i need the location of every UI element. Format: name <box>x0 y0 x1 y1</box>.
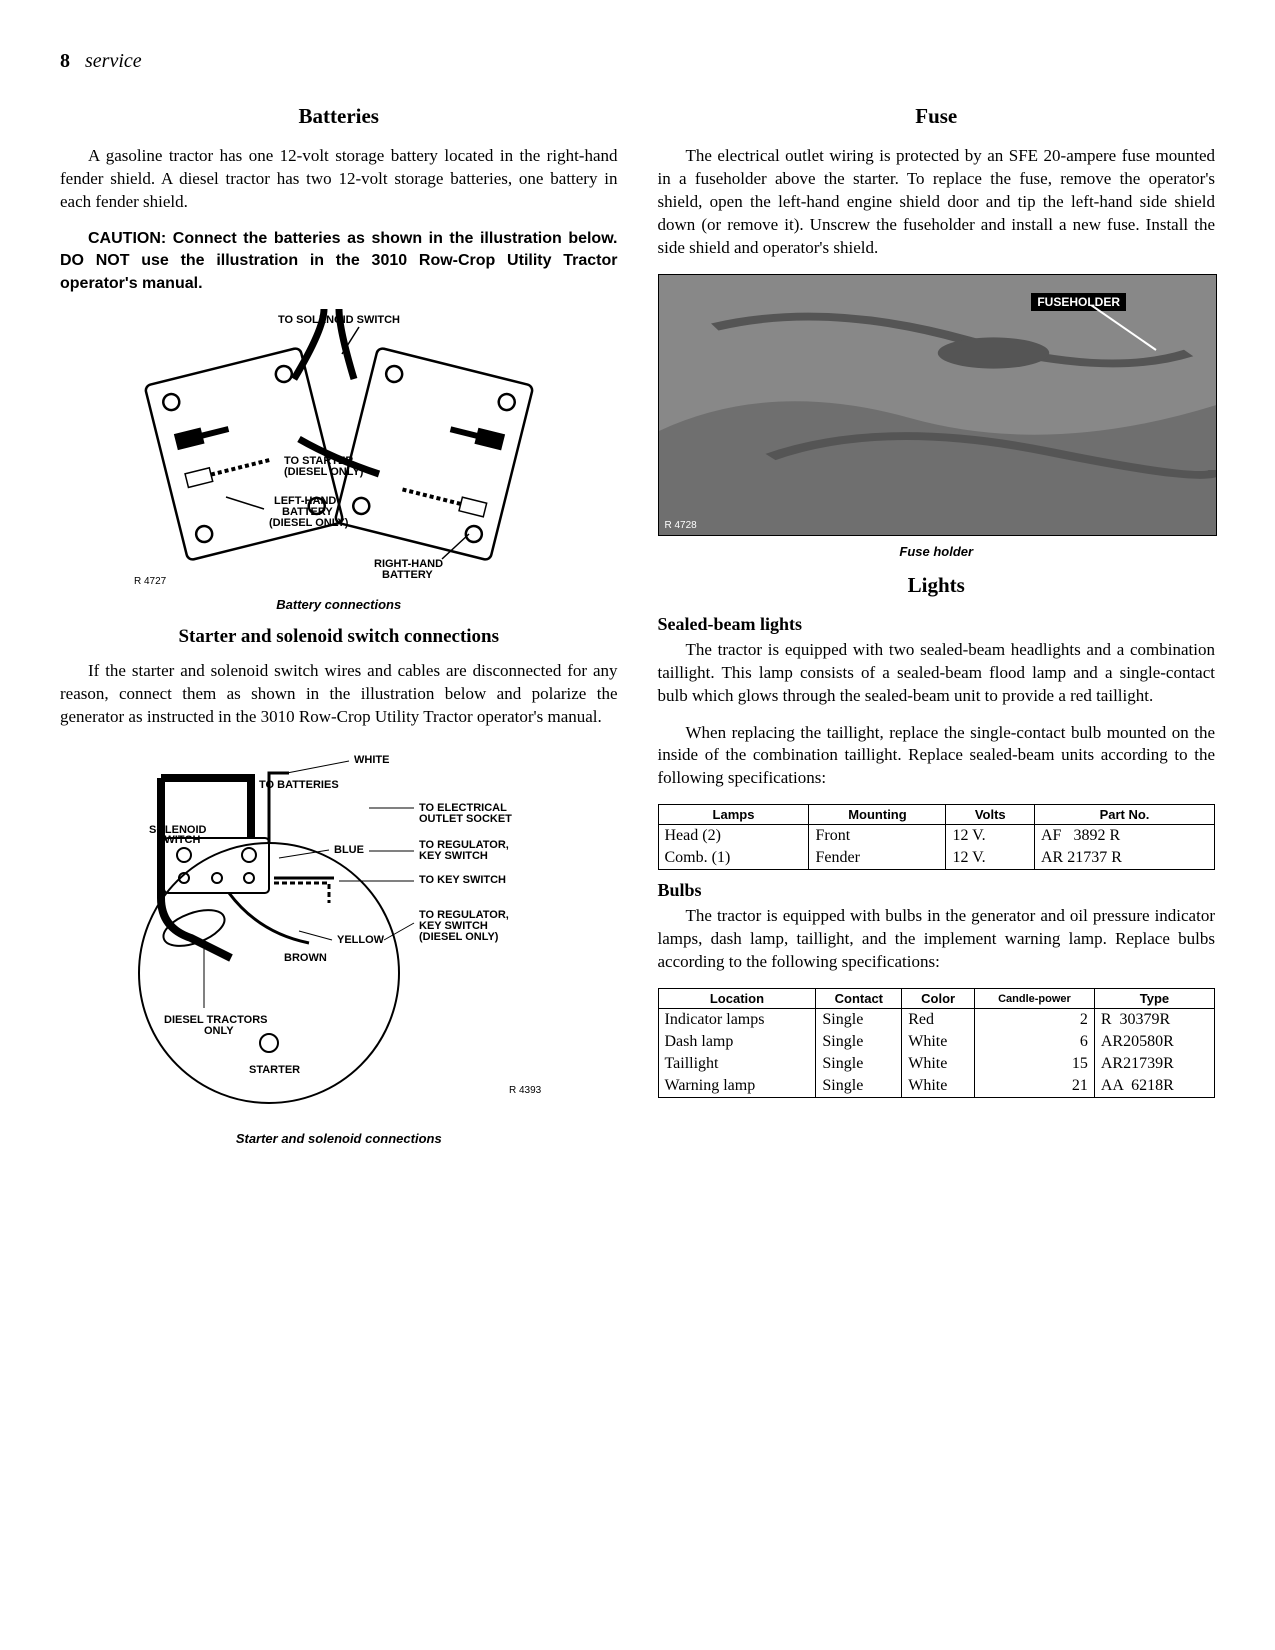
battery-diagram: TO SOLENOID SWITCH TO STARTER(DIESEL ONL… <box>124 309 554 589</box>
caption-starter: Starter and solenoid connections <box>60 1131 618 1146</box>
heading-batteries: Batteries <box>60 104 618 129</box>
ref-4727: R 4727 <box>134 576 167 587</box>
heading-fuse: Fuse <box>658 104 1216 129</box>
td: Single <box>816 1053 902 1075</box>
td: White <box>902 1053 975 1075</box>
lbl-outlet: TO ELECTRICALOUTLET SOCKET <box>419 802 512 825</box>
lbl-yellow: YELLOW <box>337 934 385 946</box>
th: Candle-power <box>975 989 1095 1009</box>
td: 21 <box>975 1075 1095 1098</box>
lbl-starter2: STARTER <box>249 1064 300 1076</box>
ref-4393: R 4393 <box>509 1085 542 1096</box>
th: Volts <box>946 805 1035 825</box>
th: Part No. <box>1035 805 1215 825</box>
lbl-regkey: TO REGULATOR,KEY SWITCH <box>419 839 509 862</box>
caution-text: CAUTION: Connect the batteries as shown … <box>60 228 618 295</box>
right-column: Fuse The electrical outlet wiring is pro… <box>658 98 1216 1160</box>
td: Single <box>816 1031 902 1053</box>
td: 12 V. <box>946 847 1035 870</box>
td: Comb. (1) <box>658 847 809 870</box>
td: Dash lamp <box>658 1031 816 1053</box>
lbl-regkey-d: TO REGULATOR,KEY SWITCH(DIESEL ONLY) <box>419 909 509 943</box>
lbl-brown: BROWN <box>284 952 327 964</box>
td: Indicator lamps <box>658 1009 816 1032</box>
td: 15 <box>975 1053 1095 1075</box>
lbl-keysw: TO KEY SWITCH <box>419 874 506 886</box>
heading-sealed: Sealed-beam lights <box>658 614 1216 635</box>
td: Head (2) <box>658 825 809 848</box>
td: 2 <box>975 1009 1095 1032</box>
td: AA 6218R <box>1094 1075 1214 1098</box>
td: 12 V. <box>946 825 1035 848</box>
bulbs-table: Location Contact Color Candle-power Type… <box>658 988 1216 1098</box>
fuseholder-photo: FUSEHOLDER R 4728 <box>658 274 1218 536</box>
batteries-para: A gasoline tractor has one 12-volt stora… <box>60 145 618 214</box>
lbl-to-batt: TO BATTERIES <box>259 779 339 791</box>
td: AR20580R <box>1094 1031 1214 1053</box>
heading-bulbs: Bulbs <box>658 880 1216 901</box>
fuse-para: The electrical outlet wiring is protecte… <box>658 145 1216 260</box>
lbl-solenoid: TO SOLENOID SWITCH <box>278 314 400 326</box>
photo-ref: R 4728 <box>665 520 697 531</box>
lbl-white: WHITE <box>354 754 389 766</box>
starter-diagram: TO BATTERIES WHITE BLUE SOLENOIDSWITCH Y… <box>109 743 569 1123</box>
td: AR21739R <box>1094 1053 1214 1075</box>
th: Contact <box>816 989 902 1009</box>
heading-lights: Lights <box>658 573 1216 598</box>
th: Type <box>1094 989 1214 1009</box>
lbl-blue: BLUE <box>334 844 364 856</box>
th: Lamps <box>658 805 809 825</box>
td: White <box>902 1031 975 1053</box>
lbl-starter: TO STARTER(DIESEL ONLY) <box>284 455 364 478</box>
left-column: Batteries A gasoline tractor has one 12-… <box>60 98 618 1160</box>
td: R 30379R <box>1094 1009 1214 1032</box>
td: Taillight <box>658 1053 816 1075</box>
td: Red <box>902 1009 975 1032</box>
sealed-p1: The tractor is equipped with two sealed-… <box>658 639 1216 708</box>
th: Location <box>658 989 816 1009</box>
td: AF 3892 R <box>1035 825 1215 848</box>
td: Single <box>816 1075 902 1098</box>
starter-para: If the starter and solenoid switch wires… <box>60 660 618 729</box>
td: White <box>902 1075 975 1098</box>
td: Warning lamp <box>658 1075 816 1098</box>
td: Front <box>809 825 946 848</box>
sealed-p2: When replacing the taillight, replace th… <box>658 722 1216 791</box>
lbl-diesel-only: DIESEL TRACTORSONLY <box>164 1014 268 1037</box>
td: Fender <box>809 847 946 870</box>
lbl-right-batt: RIGHT-HANDBATTERY <box>374 558 443 581</box>
lamps-table: Lamps Mounting Volts Part No. Head (2) F… <box>658 804 1216 870</box>
page-header: 8 service <box>60 50 1215 73</box>
caption-battery: Battery connections <box>60 597 618 612</box>
page-number: 8 <box>60 50 70 72</box>
lbl-solenoid-sw: SOLENOIDSWITCH <box>149 824 207 846</box>
th: Mounting <box>809 805 946 825</box>
section-name: service <box>85 50 142 72</box>
bulbs-para: The tractor is equipped with bulbs in th… <box>658 905 1216 974</box>
td: Single <box>816 1009 902 1032</box>
heading-starter: Starter and solenoid switch connections <box>60 626 618 648</box>
td: 6 <box>975 1031 1095 1053</box>
caption-fuse: Fuse holder <box>658 544 1216 559</box>
th: Color <box>902 989 975 1009</box>
td: AR 21737 R <box>1035 847 1215 870</box>
